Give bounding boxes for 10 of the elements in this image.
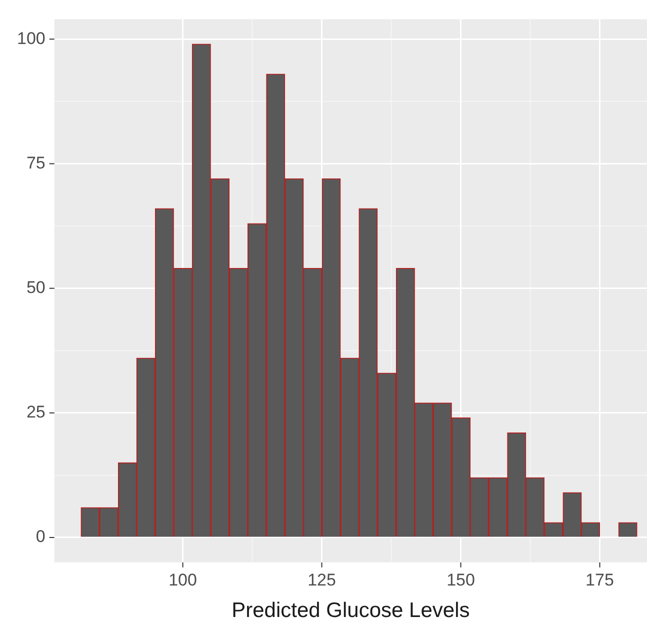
- x-tick-label: 100: [168, 570, 197, 590]
- x-tick-label: 125: [308, 570, 336, 590]
- y-tick-label: 0: [36, 527, 46, 546]
- x-axis-title: Predicted Glucose Levels: [232, 599, 470, 622]
- y-tick-label: 100: [16, 28, 46, 48]
- y-tick-label: 50: [26, 278, 46, 297]
- y-tick-label: 75: [26, 153, 46, 172]
- y-tick-label: 25: [26, 402, 46, 422]
- x-tick-label: 175: [586, 570, 614, 590]
- x-tick-label: 150: [446, 570, 475, 590]
